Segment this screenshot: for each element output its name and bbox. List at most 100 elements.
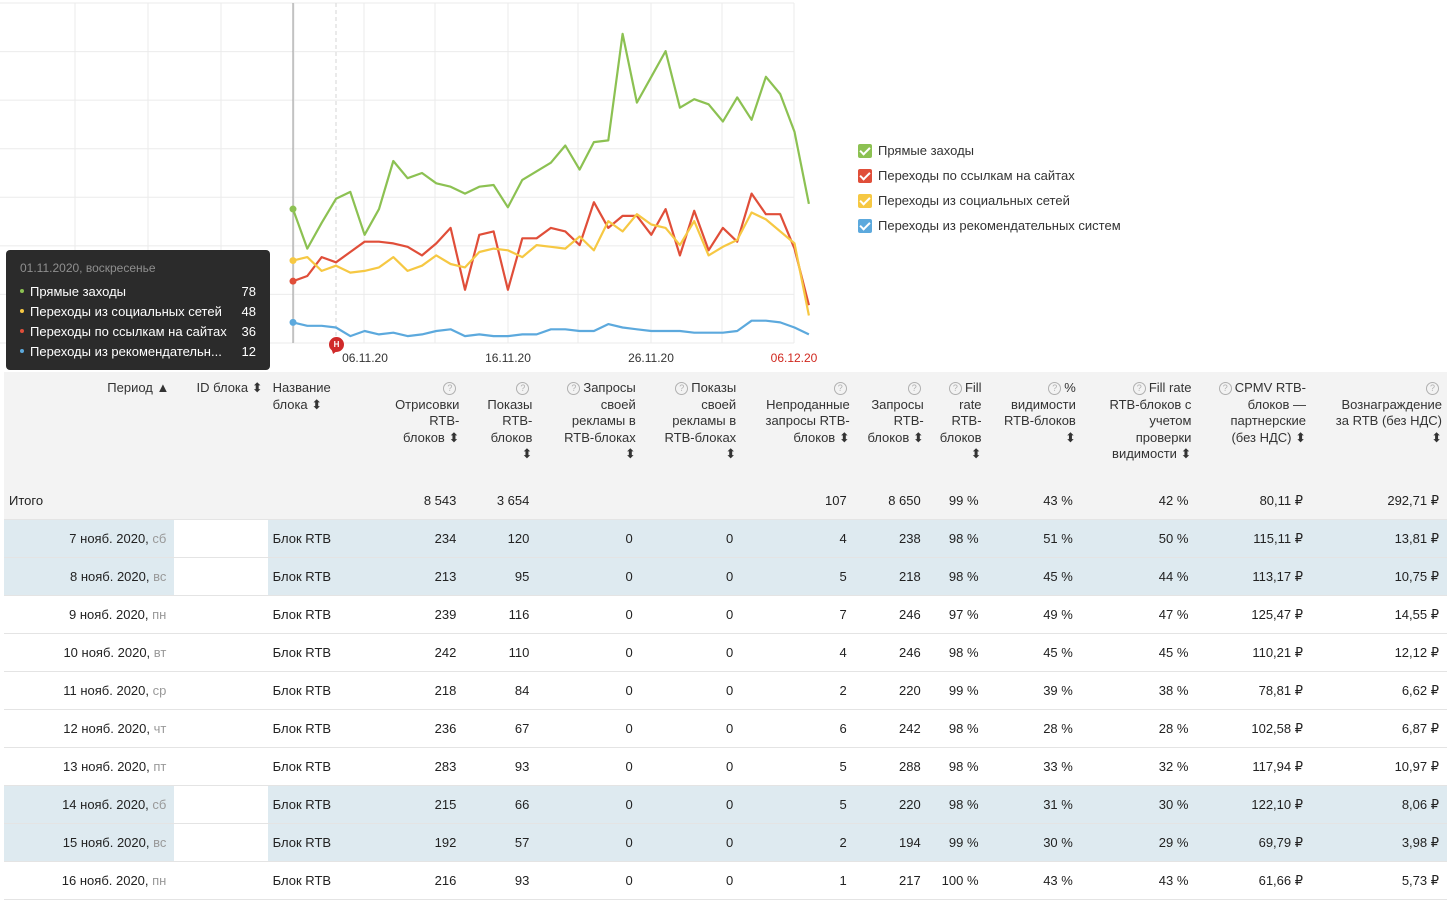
date-text: 10 нояб. 2020, <box>63 645 154 660</box>
column-header-label: блоков — <box>1247 396 1307 412</box>
help-icon[interactable]: ? <box>443 382 457 395</box>
table-cell: 98 % <box>928 747 987 786</box>
period-cell: 16 нояб. 2020, пн <box>4 861 175 900</box>
table-row[interactable]: 16 нояб. 2020, пн Блок RTB 216 93 0 0 1 217 100 … <box>4 861 1447 900</box>
column-header-label: своей <box>600 396 636 412</box>
help-icon[interactable]: ? <box>907 382 921 395</box>
table-row[interactable]: 7 нояб. 2020, сб Блок RTB 234 120 0 0 4 238 98 %… <box>4 519 1447 558</box>
table-row[interactable]: 11 нояб. 2020, ср Блок RTB 218 84 0 0 2 220 99 %… <box>4 671 1447 710</box>
table-row[interactable]: 15 нояб. 2020, вс Блок RTB 192 57 0 0 2 194 99 %… <box>4 823 1447 862</box>
series-line <box>292 192 810 306</box>
table-cell: 0 <box>640 861 742 900</box>
table-cell: 47 % <box>1080 595 1197 634</box>
table-cell: 0 <box>537 709 641 748</box>
table-cell: 50 % <box>1080 519 1197 558</box>
column-header[interactable]: ? Отрисовки RTB-блоков ⬍ <box>375 372 465 482</box>
help-icon[interactable]: ? <box>516 382 530 395</box>
column-header[interactable]: ? Вознаграждение за RTB (без НДС) ⬍ <box>1311 372 1447 482</box>
table-cell: 28 % <box>1080 709 1197 748</box>
block-id-cell <box>174 785 268 824</box>
total-cell: 80,11 ₽ <box>1196 482 1312 520</box>
column-header-label: RTB-блоков с <box>1109 396 1192 412</box>
column-header[interactable]: ID блока ⬍ <box>174 372 268 482</box>
table-row[interactable]: 13 нояб. 2020, пт Блок RTB 283 93 0 0 5 288 98 %… <box>4 747 1447 786</box>
tooltip-value: 78 <box>241 283 256 299</box>
column-header-label: Запросы <box>583 380 636 395</box>
help-icon[interactable]: ? <box>1132 382 1146 395</box>
table-row[interactable]: 8 нояб. 2020, вс Блок RTB 213 95 0 0 5 218 98 % 4… <box>4 557 1447 596</box>
help-icon[interactable]: ? <box>948 382 962 395</box>
checkbox-checked-icon[interactable] <box>858 143 872 158</box>
column-header-label: Показы <box>487 396 533 412</box>
legend-label: Прямые заходы <box>878 143 975 158</box>
legend-item[interactable]: Переходы по ссылкам на сайтах <box>858 163 1121 188</box>
table-cell: 2 <box>741 671 855 710</box>
column-header[interactable]: ?% видимости RTB-блоков ⬍ <box>986 372 1081 482</box>
block-name-cell: Блок RTB <box>267 861 376 900</box>
column-header[interactable]: ? Запросы своей рекламы в RTB-блоках ⬍ <box>537 372 641 482</box>
column-header-label: (без НДС) ⬍ <box>1231 429 1307 445</box>
column-header[interactable]: Период ▲ <box>4 372 175 482</box>
series-dot-icon <box>20 309 24 313</box>
total-cell: 8 650 <box>854 482 929 520</box>
column-header[interactable]: ? Показы своей рекламы в RTB-блоках ⬍ <box>640 372 742 482</box>
table-cell: 5 <box>741 785 855 824</box>
table-row[interactable]: 12 нояб. 2020, чт Блок RTB 236 67 0 0 6 242 98 %… <box>4 709 1447 748</box>
table-row[interactable]: 10 нояб. 2020, вт Блок RTB 242 110 0 0 4 246 98 … <box>4 633 1447 672</box>
block-name-cell: Блок RTB <box>267 823 376 862</box>
total-cell: 99 % <box>928 482 987 520</box>
table-cell: 6 <box>741 709 855 748</box>
help-icon[interactable]: ? <box>567 382 581 395</box>
table-cell: 246 <box>854 595 929 634</box>
total-cell <box>640 482 742 520</box>
block-name-cell: Блок RTB <box>267 519 376 558</box>
help-icon[interactable]: ? <box>833 382 847 395</box>
table-cell: 218 <box>854 557 929 596</box>
checkbox-checked-icon[interactable] <box>858 218 872 233</box>
table-cell: 238 <box>854 519 929 558</box>
table-cell: 28 % <box>986 709 1081 748</box>
column-header[interactable]: ? CPMV RTB-блоков — партнерские (без НДС) ⬍ <box>1196 372 1312 482</box>
column-header[interactable]: ? Запросы RTB-блоков ⬍ <box>854 372 929 482</box>
help-icon[interactable]: ? <box>1218 382 1232 395</box>
column-header[interactable]: Название блока ⬍ <box>267 372 376 482</box>
checkbox-checked-icon[interactable] <box>858 193 872 208</box>
block-name-cell: Блок RTB <box>267 709 376 748</box>
column-header[interactable]: ? Показы RTB-блоков ⬍ <box>464 372 538 482</box>
table-row[interactable]: 9 нояб. 2020, пн Блок RTB 239 116 0 0 7 246 97 %… <box>4 595 1447 634</box>
table-cell: 216 <box>375 861 465 900</box>
block-id-cell <box>174 671 268 710</box>
date-text: 14 нояб. 2020, <box>62 797 153 812</box>
legend-item[interactable]: Переходы из социальных сетей <box>858 188 1121 213</box>
checkbox-checked-icon[interactable] <box>858 168 872 183</box>
legend-label: Переходы из рекомендательных систем <box>878 218 1121 233</box>
series-dot-icon <box>20 329 24 333</box>
x-tick-label: 16.11.20 <box>485 351 531 365</box>
column-header[interactable]: ? Fill rate RTB-блоков ⬍ <box>928 372 987 482</box>
table-cell: 0 <box>640 823 742 862</box>
column-header-label: блока ⬍ <box>272 396 323 412</box>
column-header[interactable]: ? Fill rate RTB-блоков с учетом проверки види… <box>1080 372 1197 482</box>
table-row[interactable]: 14 нояб. 2020, сб Блок RTB 215 66 0 0 5 220 98 %… <box>4 785 1447 824</box>
column-header[interactable]: ? Непроданные запросы RTB-блоков ⬍ <box>741 372 855 482</box>
block-name-cell: Блок RTB <box>267 785 376 824</box>
column-header-label: RTB-блоках <box>564 429 636 445</box>
block-name-cell: Блок RTB <box>267 633 376 672</box>
weekday-text: чт <box>153 721 167 736</box>
table-cell: 0 <box>537 633 641 672</box>
column-header-label: % <box>1064 380 1076 395</box>
tooltip-value: 12 <box>241 343 256 359</box>
help-icon[interactable]: ? <box>1426 382 1439 395</box>
help-icon[interactable]: ? <box>1048 382 1062 395</box>
date-text: 13 нояб. 2020, <box>63 759 154 774</box>
period-cell: 8 нояб. 2020, вс <box>4 557 175 596</box>
total-cell <box>174 482 268 520</box>
weekday-text: вт <box>153 645 167 660</box>
column-header-label: Вознаграждение <box>1341 396 1442 412</box>
legend-item[interactable]: Прямые заходы <box>858 138 1121 163</box>
block-id-cell <box>174 519 268 558</box>
event-marker-icon[interactable]: Н <box>329 337 344 352</box>
help-icon[interactable]: ? <box>675 382 689 395</box>
chart-legend: Прямые заходы Переходы по ссылкам на сайт… <box>858 138 1121 238</box>
legend-item[interactable]: Переходы из рекомендательных систем <box>858 213 1121 238</box>
